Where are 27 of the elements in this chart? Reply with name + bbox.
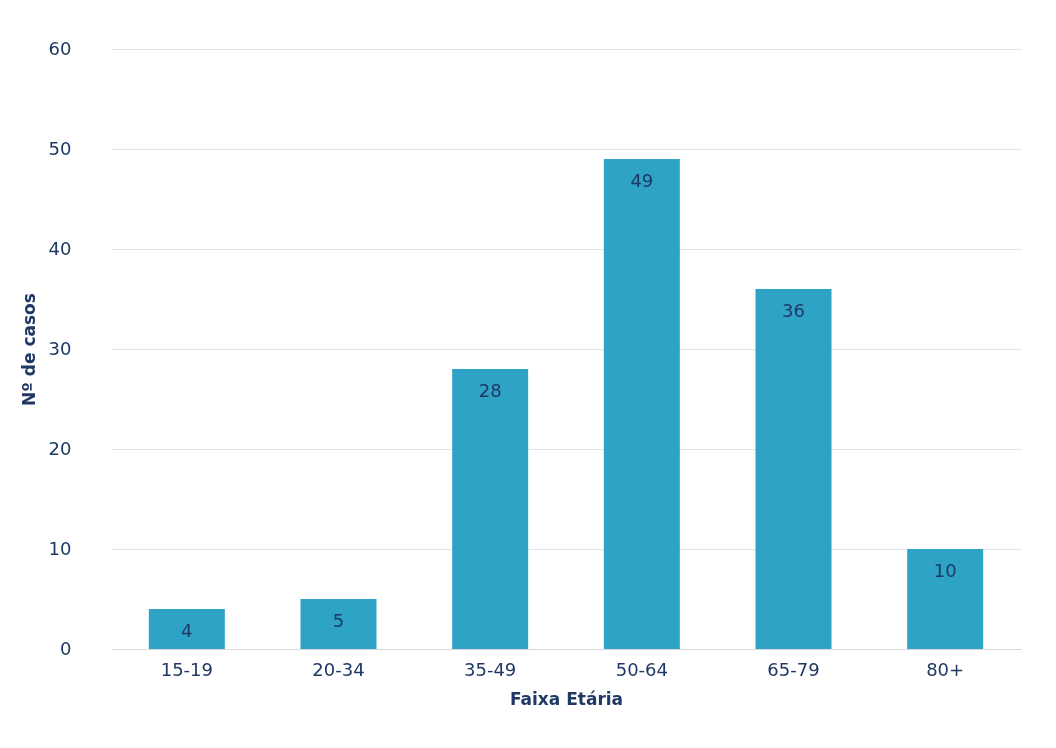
x-tick-label: 15-19 — [160, 658, 213, 680]
y-tick-label: 30 — [48, 337, 72, 359]
x-tick-label: 80+ — [926, 658, 965, 680]
bar — [755, 289, 832, 649]
bar — [603, 159, 680, 649]
y-tick-label: 50 — [48, 137, 72, 159]
data-label: 49 — [630, 170, 654, 191]
x-tick-label: 20-34 — [312, 658, 365, 680]
bar — [907, 549, 984, 649]
y-tick-label: 0 — [60, 637, 72, 659]
data-label: 28 — [478, 380, 502, 401]
data-label: 5 — [332, 610, 345, 631]
x-axis-title: Faixa Etária — [509, 688, 624, 709]
x-tick-label: 35-49 — [464, 658, 517, 680]
data-label: 4 — [181, 620, 193, 641]
data-label: 10 — [933, 560, 957, 581]
y-tick-label: 60 — [48, 37, 72, 59]
y-tick-label: 10 — [48, 537, 72, 559]
data-label: 36 — [782, 300, 805, 321]
y-tick-label: 40 — [48, 237, 72, 259]
x-tick-label: 65-79 — [767, 658, 820, 680]
y-axis-title: Nº de casos — [18, 293, 39, 406]
bar — [452, 369, 529, 649]
bar — [300, 599, 377, 649]
y-tick-label: 20 — [48, 437, 72, 459]
bar — [148, 609, 225, 649]
x-tick-label: 50-64 — [615, 658, 668, 680]
